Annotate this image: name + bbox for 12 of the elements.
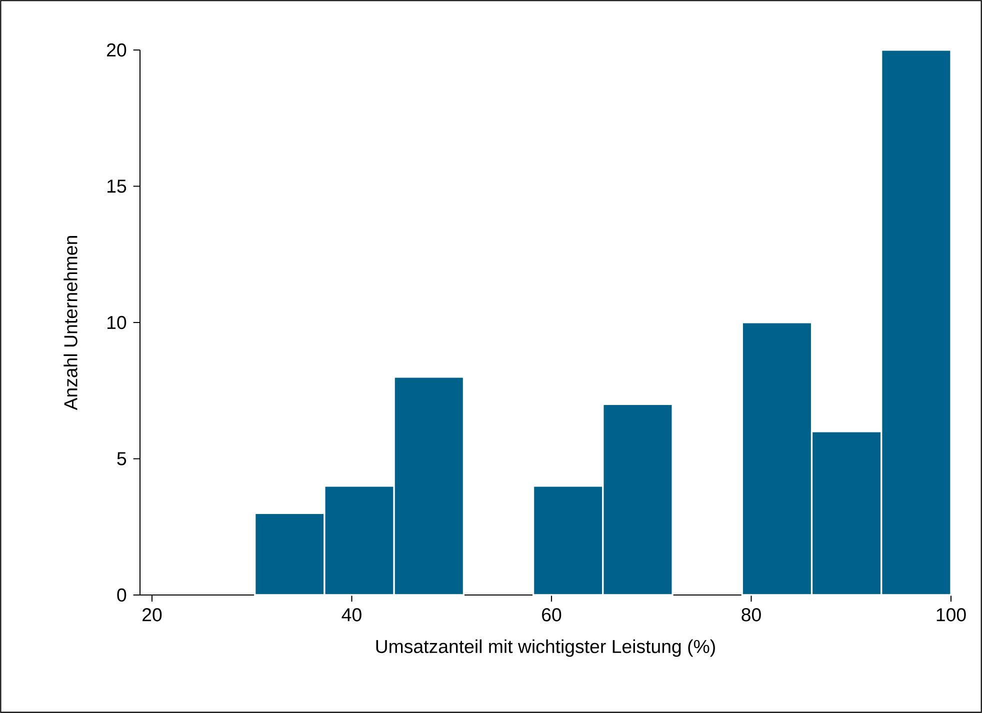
x-tick-label: 40 xyxy=(342,608,362,622)
x-axis-title: Umsatzanteil mit wichtigster Leistung (%) xyxy=(376,639,715,657)
y-tick-label: 20 xyxy=(107,43,126,57)
x-tick-label: 20 xyxy=(142,608,162,622)
y-tick-label: 5 xyxy=(117,452,126,466)
x-tick-label: 80 xyxy=(742,608,761,622)
x-tick-label: 60 xyxy=(542,608,562,622)
x-tick-label: 100 xyxy=(936,608,966,622)
y-tick-label: 15 xyxy=(108,180,126,193)
y-axis-title: Anzahl Unternehmen xyxy=(64,236,78,410)
y-tick-label: 10 xyxy=(108,316,126,330)
y-tick-label: 0 xyxy=(117,588,126,602)
